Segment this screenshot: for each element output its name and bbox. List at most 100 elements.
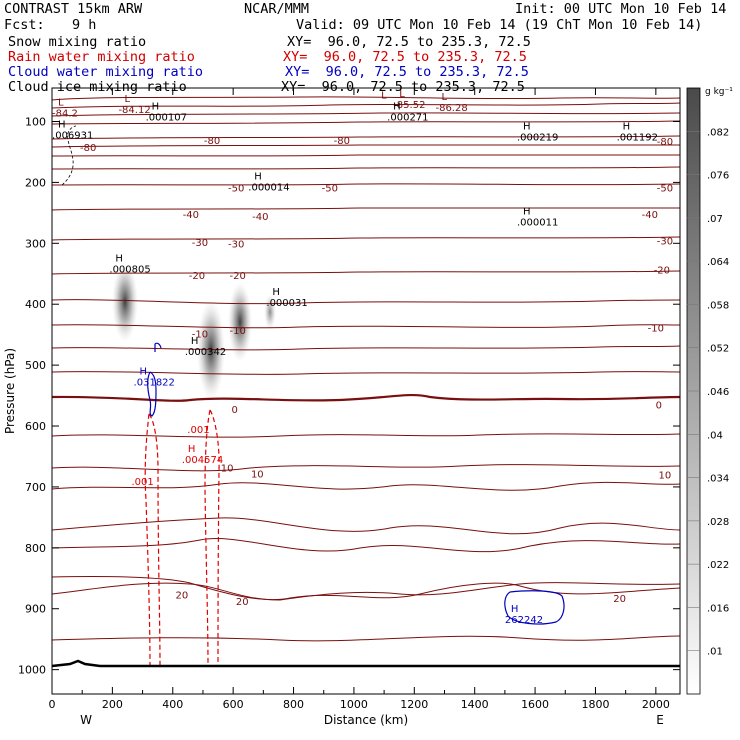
x-tick-label: 0: [49, 698, 56, 711]
isotherm-line: [51, 207, 681, 211]
rain-contour: [204, 409, 220, 667]
isotherm-label: -30: [192, 238, 208, 249]
isotherm-label: -50: [657, 183, 673, 194]
colorbar-tick-label: .046: [707, 387, 729, 398]
x-tick-label: 800: [283, 698, 304, 711]
low-marker: L: [58, 98, 64, 109]
y-tick-label: 500: [25, 359, 46, 372]
isotherm-label: 10: [221, 463, 234, 474]
extremum-value: 262242: [505, 615, 543, 626]
fcst-value: 9 h: [72, 17, 97, 33]
isotherm-line: [51, 299, 681, 305]
isotherm-line: [51, 120, 681, 125]
x-tick-label: 1800: [581, 698, 609, 711]
snow-blob: [112, 262, 138, 342]
isotherm-label: -40: [642, 210, 658, 221]
high-marker: H: [523, 207, 531, 218]
fcst-label: Fcst:: [4, 17, 45, 33]
colorbar-tick-label: .076: [707, 171, 729, 182]
west-label: W: [80, 713, 92, 727]
colorbar-tick-label: .058: [707, 300, 729, 311]
colorbar-tick-label: .082: [707, 127, 729, 138]
extremum-value: .000031: [266, 298, 307, 309]
isotherm-line: [51, 464, 681, 472]
low-marker: L: [441, 92, 447, 103]
isotherm-line: [51, 166, 681, 170]
isotherm-line: [51, 135, 681, 140]
y-tick-label: 200: [25, 176, 46, 189]
high-marker: H: [188, 444, 196, 455]
field-name-cloud-water: Cloud water mixing ratio: [8, 64, 204, 80]
high-marker: H: [272, 287, 280, 298]
y-tick-label: 1000: [18, 664, 46, 677]
extremum-value: -84.2: [52, 109, 78, 120]
lower-isotherm: [51, 582, 681, 601]
y-axis-label: Pressure (hPa): [3, 348, 17, 434]
isotherm-label: -20: [654, 265, 670, 276]
high-marker: H: [623, 121, 631, 132]
isotherm-line: [51, 236, 681, 241]
high-marker: H: [393, 101, 401, 112]
extremum-value: .006931: [52, 131, 93, 142]
snow-shading: [112, 262, 276, 400]
init-time: Init: 00 UTC Mon 10 Feb 14: [515, 1, 727, 17]
isotherm-line: [51, 96, 681, 101]
isotherm-line: [51, 481, 681, 491]
isotherm-label: 20: [613, 594, 626, 605]
x-tick-label: 2000: [642, 698, 670, 711]
x-tick-label: 600: [223, 698, 244, 711]
isotherm-label: -50: [322, 183, 338, 194]
snow-blob: [264, 294, 276, 330]
isotherm-label: 0: [656, 401, 662, 412]
extremum-value: -84.12: [118, 105, 150, 116]
cloud-water-contour: [147, 371, 157, 417]
terrain-line: [51, 659, 680, 668]
isotherms: [51, 96, 681, 642]
isotherm-line: [51, 635, 681, 642]
isotherm-label: -10: [192, 329, 208, 340]
y-tick-label: 900: [25, 603, 46, 616]
cloud-water-contour: [504, 590, 565, 625]
colorbar-unit: g kg⁻¹: [705, 87, 733, 97]
extremum-value: .004574: [182, 455, 223, 466]
colorbar-tick-label: .016: [707, 603, 729, 614]
y-tick-label: 600: [25, 420, 46, 433]
extremum-value: .031822: [134, 377, 175, 388]
isotherm-label: 10: [659, 471, 672, 482]
extremum-value: .000271: [387, 112, 428, 123]
colorbar-tick-label: .028: [707, 517, 729, 528]
plot-frame: [51, 87, 681, 695]
y-tick-label: 300: [25, 237, 46, 250]
field-name-rain: Rain water mixing ratio: [8, 49, 195, 65]
isotherm-label: -30: [228, 239, 244, 250]
isotherm-line: [51, 154, 681, 157]
isotherm-label: -80: [204, 136, 220, 147]
isotherm-label: -20: [230, 271, 246, 282]
colorbar-layer: g kg⁻¹ .01 .016 .022 .028 .034 .04 .046 .052 .058…: [686, 87, 733, 695]
field-name-snow: Snow mixing ratio: [8, 34, 147, 50]
isotherm-label: -80: [657, 137, 673, 148]
isotherm-label: 0: [231, 405, 237, 416]
isotherm-line: [51, 517, 681, 535]
extremum-value: .001192: [617, 132, 658, 143]
isotherm-line: [51, 576, 681, 601]
high-marker: H: [254, 171, 262, 182]
field-xy-snow: XY= 96.0, 72.5 to 235.3, 72.5: [287, 34, 531, 50]
colorbar-tick-label: .052: [707, 344, 729, 355]
extremum-value: .000011: [517, 218, 558, 229]
x-tick-label: 1200: [400, 698, 428, 711]
x-tick-label: 1600: [521, 698, 549, 711]
colorbar-tick-label: .07: [707, 214, 723, 225]
y-tick-label: 800: [25, 542, 46, 555]
isotherm-zero: [51, 393, 681, 402]
model-title: CONTRAST 15km ARW: [4, 1, 143, 17]
high-marker: H: [115, 254, 123, 265]
east-label: E: [656, 713, 664, 727]
rain-contour-label: .001: [131, 477, 153, 488]
isotherm-line: [51, 102, 681, 109]
field-xy-cloud-ice: XY= 96.0, 72.5 to 235.3, 72.5: [281, 79, 525, 95]
isotherm-line: [51, 112, 681, 117]
colorbar-tick-label: .034: [707, 474, 729, 485]
high-marker: H: [152, 101, 160, 112]
isotherm-label: -10: [230, 326, 246, 337]
